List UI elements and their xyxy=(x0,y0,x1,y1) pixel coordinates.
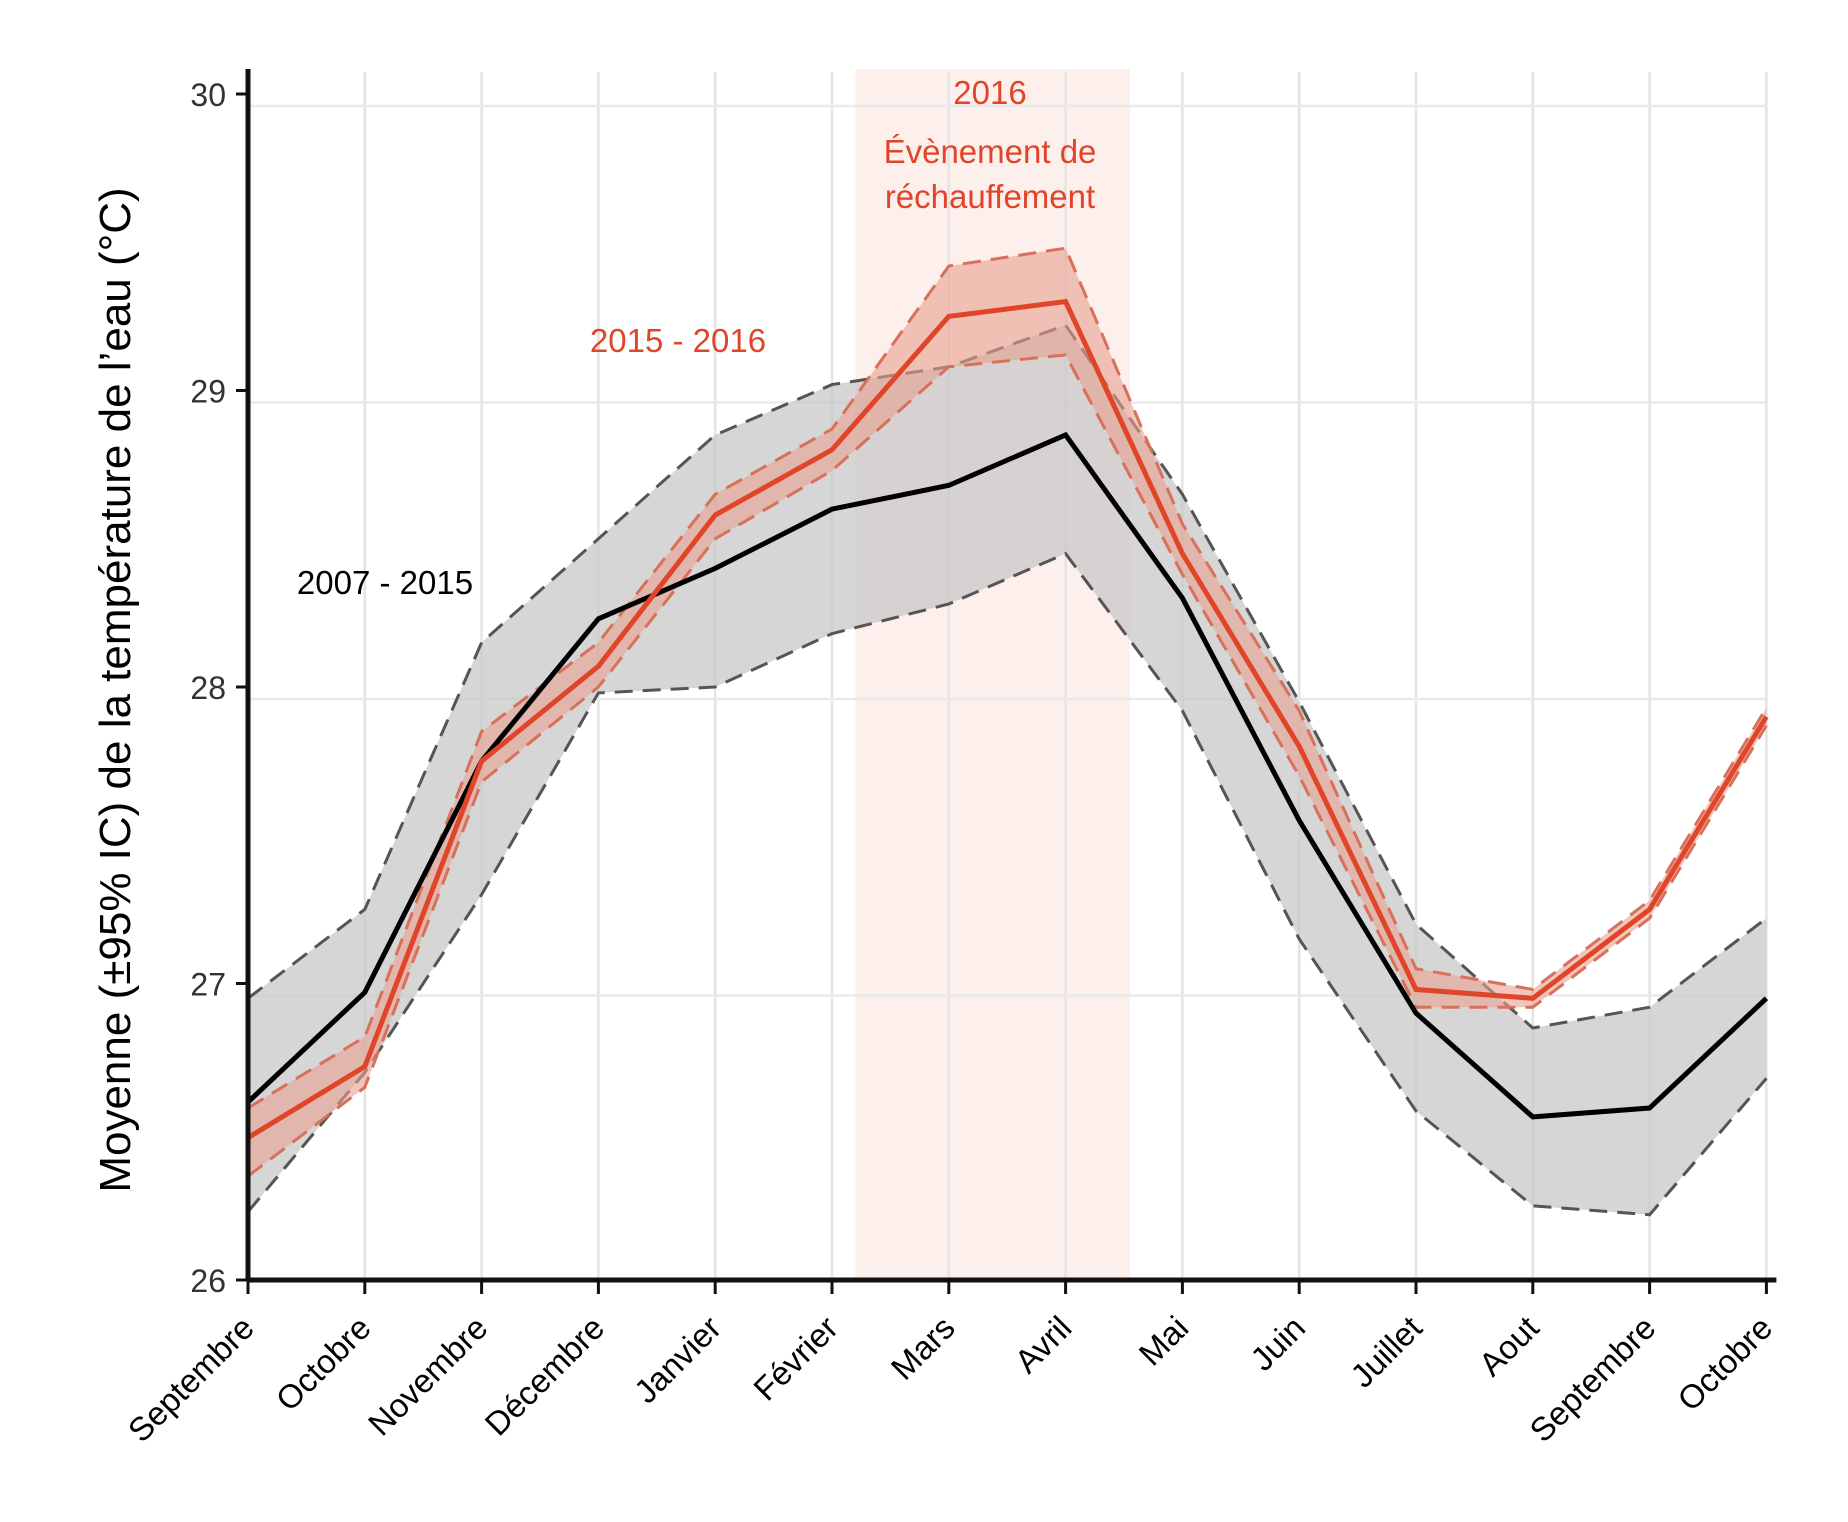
y-tick-label: 27 xyxy=(190,967,226,1003)
series-line-0 xyxy=(246,431,1769,1120)
annotation-2015-2016: 2015 - 2016 xyxy=(590,322,766,359)
confidence-bands xyxy=(246,246,1768,1217)
annotation-warming-event-line1: Évènement de xyxy=(884,133,1097,170)
lower-ci-line-0 xyxy=(246,551,1768,1217)
x-tick-label: Aout xyxy=(1472,1309,1546,1383)
x-tick-label: Juin xyxy=(1243,1309,1312,1378)
x-tick-label: Décembre xyxy=(478,1309,612,1443)
y-tick-label: 29 xyxy=(190,374,226,410)
y-tick-label: 26 xyxy=(190,1263,226,1299)
upper-ci-line-1 xyxy=(247,246,1768,1110)
upper-ci-line-0 xyxy=(247,323,1768,1030)
x-tick-label: Septembre xyxy=(1522,1309,1662,1449)
x-tick-label: Février xyxy=(746,1309,845,1408)
x-tick-label: Mai xyxy=(1132,1309,1196,1373)
y-tick-label: 30 xyxy=(190,77,226,113)
annotation-2016: 2016 xyxy=(953,74,1026,111)
x-tick-label: Octobre xyxy=(1670,1309,1779,1418)
confidence-band-1 xyxy=(248,248,1767,1177)
x-tick-label: Mars xyxy=(884,1309,962,1387)
lower-ci-line-1 xyxy=(247,353,1768,1178)
confidence-band-0 xyxy=(248,325,1767,1215)
series-line-1 xyxy=(246,298,1769,1140)
annotation-warming-event-line2: réchauffement xyxy=(885,178,1095,215)
y-tick-label: 28 xyxy=(190,670,226,706)
x-tick-label: Janvier xyxy=(627,1309,728,1410)
annotation-2007-2015: 2007 - 2015 xyxy=(297,564,473,601)
x-tick-label: Novembre xyxy=(361,1309,495,1443)
x-tick-label: Juillet xyxy=(1343,1309,1429,1395)
x-tick-label: Septembre xyxy=(121,1309,261,1449)
x-tick-label: Octobre xyxy=(269,1309,378,1418)
x-tick-label: Avril xyxy=(1007,1309,1078,1380)
highlight-rect xyxy=(855,69,1130,1280)
warming-event-highlight xyxy=(855,69,1130,1280)
y-axis-label: Moyenne (±95% IC) de la température de l… xyxy=(91,187,140,1192)
